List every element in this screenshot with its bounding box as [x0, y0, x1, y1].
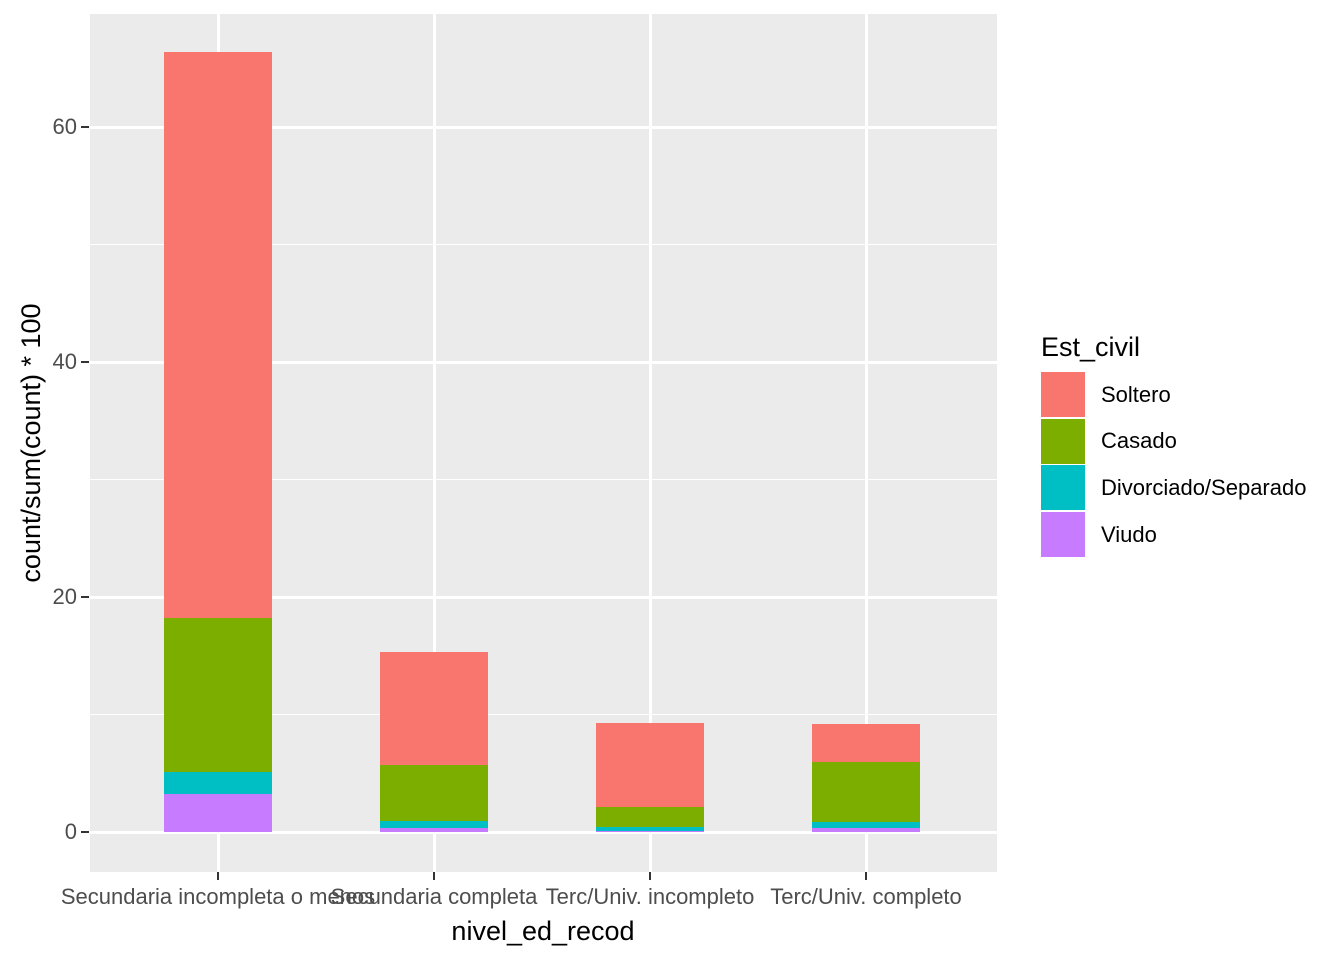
y-axis-title: count/sum(count) * 100 [16, 303, 46, 583]
y-tick-mark [81, 125, 89, 129]
x-tick-mark [648, 872, 652, 880]
major-gridline [90, 830, 997, 834]
y-tick-mark [81, 830, 89, 834]
x-tick-label: Secundaria incompleta o menos [60, 884, 376, 909]
minor-gridline [90, 713, 997, 716]
bar-segment [596, 723, 704, 807]
legend-item: Soltero [1041, 372, 1171, 417]
legend-item-label: Viudo [1101, 521, 1157, 547]
minor-gridline [90, 243, 997, 246]
major-gridline-vertical [864, 14, 868, 872]
y-tick-label: 0 [64, 819, 77, 844]
x-tick-mark [864, 872, 868, 880]
x-tick-label: Terc/Univ. incompleto [545, 884, 755, 909]
legend-title: Est_civil [1041, 332, 1141, 362]
x-tick-mark [432, 872, 436, 880]
minor-gridline [90, 478, 997, 481]
bar-segment [164, 51, 272, 619]
y-tick-mark [81, 595, 89, 599]
plot-panel [90, 14, 997, 872]
major-gridline-vertical [432, 14, 436, 872]
y-tick-label: 40 [52, 349, 77, 374]
legend-key-swatch [1041, 465, 1085, 511]
bar-segment [812, 822, 920, 828]
major-gridline-vertical [648, 14, 652, 872]
y-tick-mark [81, 360, 89, 364]
legend-item-label: Divorciado/Separado [1101, 474, 1307, 500]
legend-key-swatch [1041, 512, 1085, 558]
legend-item-label: Casado [1101, 428, 1177, 454]
bar-segment [380, 652, 488, 766]
bar-segment [596, 827, 704, 831]
bar-segment [164, 772, 272, 795]
legend-item: Divorciado/Separado [1041, 465, 1307, 511]
x-tick-mark [216, 872, 220, 880]
x-axis-title: nivel_ed_recod [451, 916, 635, 946]
bar-segment [380, 821, 488, 828]
bar-segment [380, 765, 488, 822]
bar-segment [812, 827, 920, 832]
bar-segment [812, 762, 920, 822]
bar-segment [164, 794, 272, 832]
bar-segment [596, 830, 704, 832]
x-tick-label: Secundaria completa [330, 884, 538, 909]
y-tick-label: 20 [52, 584, 77, 609]
legend-item: Casado [1041, 418, 1177, 464]
bar-segment [164, 618, 272, 773]
x-tick-label: Terc/Univ. completo [770, 884, 962, 909]
y-tick-label: 60 [52, 114, 77, 139]
legend: Est_civil Soltero Casado Divorciado/Separa… [1041, 332, 1306, 558]
bar-segment [380, 827, 488, 832]
bar-segment [812, 723, 920, 763]
major-gridline [90, 360, 997, 364]
major-gridline [90, 125, 997, 129]
major-gridline [90, 595, 997, 599]
legend-key-swatch [1041, 418, 1085, 464]
legend-key-swatch [1041, 372, 1085, 417]
bar-segment [596, 806, 704, 828]
legend-item: Viudo [1041, 512, 1157, 558]
legend-item-label: Soltero [1101, 381, 1171, 407]
